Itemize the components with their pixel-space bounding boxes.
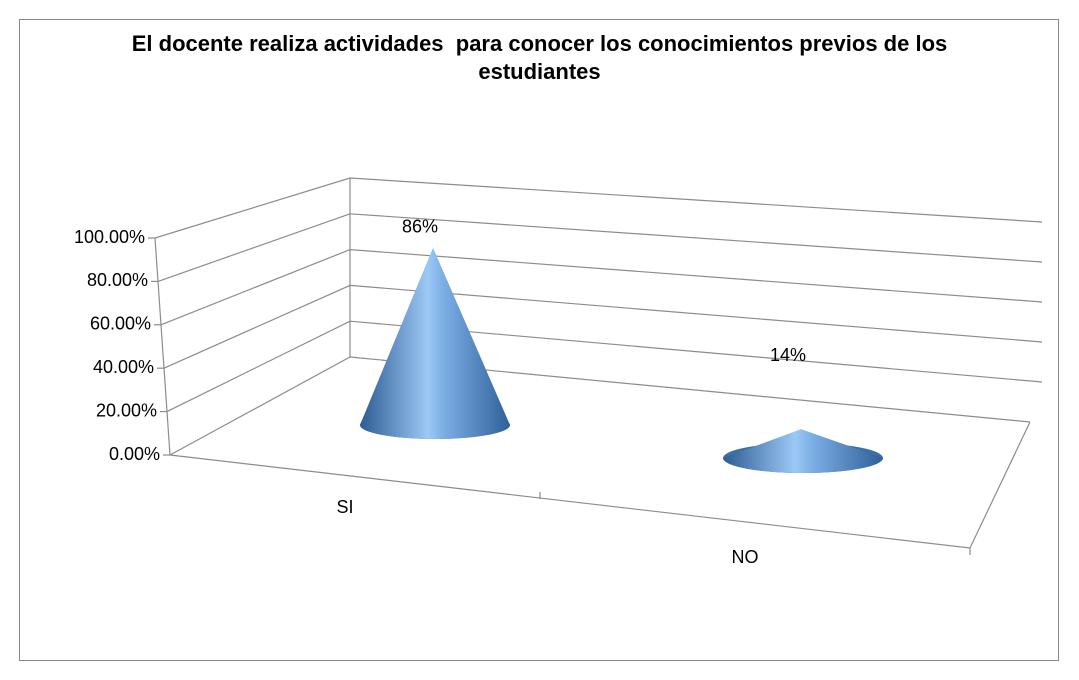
floor-edge [169,421,1031,549]
y-tick-label: 100.00% [74,227,145,247]
grid-line [157,213,1043,282]
chart-title: El docente realiza actividades para cono… [131,31,954,84]
grid-line [166,320,1043,413]
x-tick-label: NO [732,547,759,567]
cone [723,429,883,473]
y-tick-label: 80.00% [87,270,148,290]
grid-line [160,248,1043,326]
data-label: 14% [770,345,806,365]
grid-line [169,356,1031,456]
y-tick-label: 60.00% [90,314,151,334]
data-label: 86% [402,217,438,237]
grid-line [154,177,1043,239]
chart-frame [19,19,1059,661]
x-tick-label: SI [336,497,353,517]
y-tick-label: 0.00% [109,444,160,464]
y-tick-label: 40.00% [93,357,154,377]
cone [360,247,510,439]
y-axis [154,237,171,456]
y-tick-label: 20.00% [96,400,157,420]
grid-line [163,284,1043,369]
